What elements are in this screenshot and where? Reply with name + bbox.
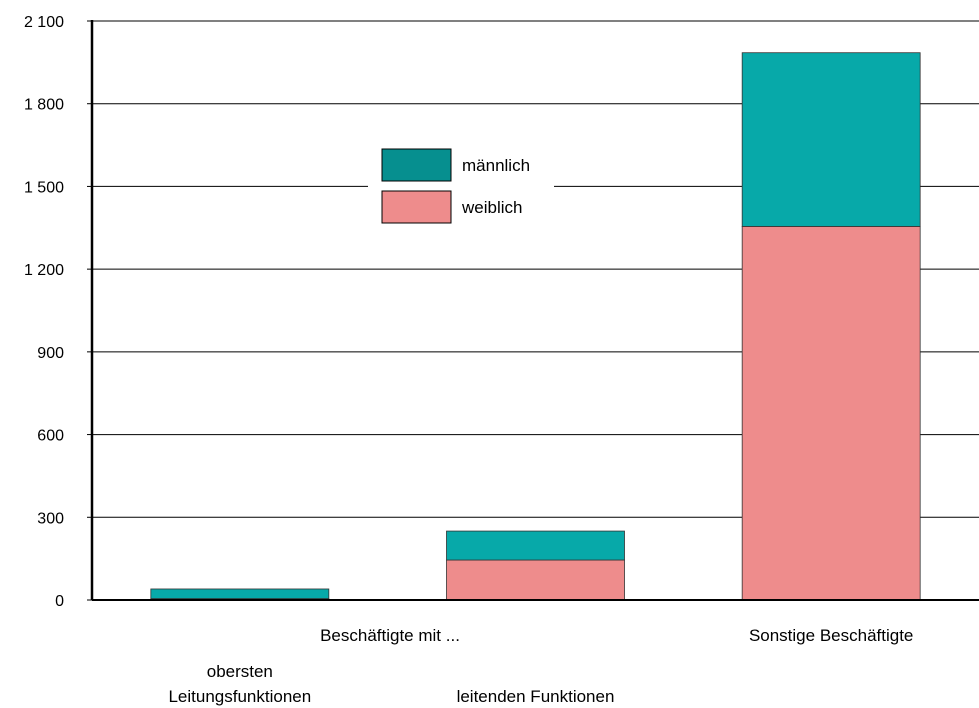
y-axis-ticks: 0 300 600 900 1 200 1 500 1 800 2 100	[24, 14, 92, 610]
legend-swatch	[381, 190, 452, 224]
bar-segment-männlich	[150, 588, 330, 600]
axes	[90, 20, 979, 601]
y-tick-label: 1 200	[24, 262, 64, 279]
y-tick-label: 900	[37, 345, 64, 362]
bar-segment-weiblich	[446, 559, 625, 601]
bar-segment-männlich	[446, 530, 625, 561]
x-category-label: Leitungsfunktionen	[168, 687, 311, 706]
y-tick-label: 1 800	[24, 97, 64, 114]
y-tick-label: 0	[55, 593, 64, 610]
legend-label: weiblich	[461, 198, 522, 217]
y-tick-label: 2 100	[24, 14, 64, 31]
y-tick-label: 600	[37, 428, 64, 445]
x-category-label: Sonstige Beschäftigte	[749, 626, 913, 645]
x-axis-labels: Beschäftigte mit ... obersten Leitungsfun…	[168, 626, 913, 706]
bar-segment-weiblich	[741, 226, 921, 601]
x-group-label: Beschäftigte mit ...	[320, 626, 460, 645]
y-tick-label: 300	[37, 510, 64, 527]
x-category-label: obersten	[207, 662, 273, 681]
bars	[150, 52, 921, 601]
legend-label: männlich	[462, 156, 530, 175]
legend: männlich weiblich	[368, 140, 554, 232]
legend-swatch	[381, 148, 452, 182]
x-category-label: leitenden Funktionen	[457, 687, 615, 706]
bar-segment-männlich	[741, 52, 921, 227]
y-tick-label: 1 500	[24, 179, 64, 196]
